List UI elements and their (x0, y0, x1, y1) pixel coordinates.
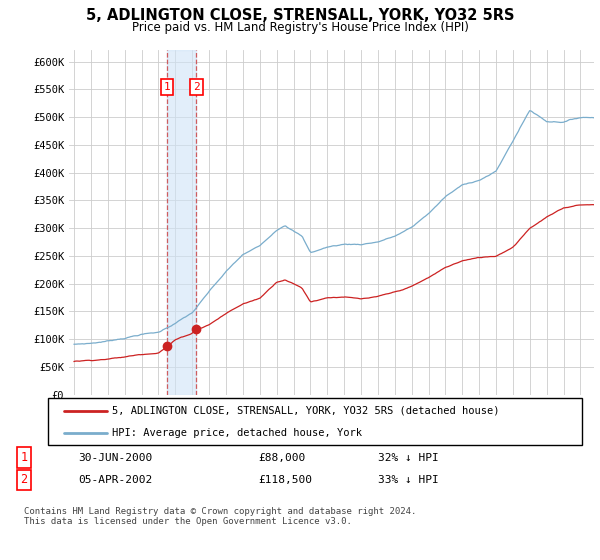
Text: 30-JUN-2000: 30-JUN-2000 (78, 452, 152, 463)
Text: Contains HM Land Registry data © Crown copyright and database right 2024.
This d: Contains HM Land Registry data © Crown c… (24, 507, 416, 526)
Text: 2: 2 (20, 473, 28, 487)
Text: 2: 2 (193, 82, 200, 92)
Text: £88,000: £88,000 (258, 452, 305, 463)
Text: 1: 1 (20, 451, 28, 464)
Text: 5, ADLINGTON CLOSE, STRENSALL, YORK, YO32 5RS: 5, ADLINGTON CLOSE, STRENSALL, YORK, YO3… (86, 8, 514, 24)
Text: 32% ↓ HPI: 32% ↓ HPI (378, 452, 439, 463)
Text: HPI: Average price, detached house, York: HPI: Average price, detached house, York (112, 428, 362, 438)
Bar (167, 50, 196, 395)
Text: 05-APR-2002: 05-APR-2002 (78, 475, 152, 485)
FancyBboxPatch shape (48, 398, 582, 445)
Text: 1: 1 (164, 82, 170, 92)
Text: Price paid vs. HM Land Registry's House Price Index (HPI): Price paid vs. HM Land Registry's House … (131, 21, 469, 34)
Text: £118,500: £118,500 (258, 475, 312, 485)
Text: 5, ADLINGTON CLOSE, STRENSALL, YORK, YO32 5RS (detached house): 5, ADLINGTON CLOSE, STRENSALL, YORK, YO3… (112, 406, 500, 416)
Text: 33% ↓ HPI: 33% ↓ HPI (378, 475, 439, 485)
